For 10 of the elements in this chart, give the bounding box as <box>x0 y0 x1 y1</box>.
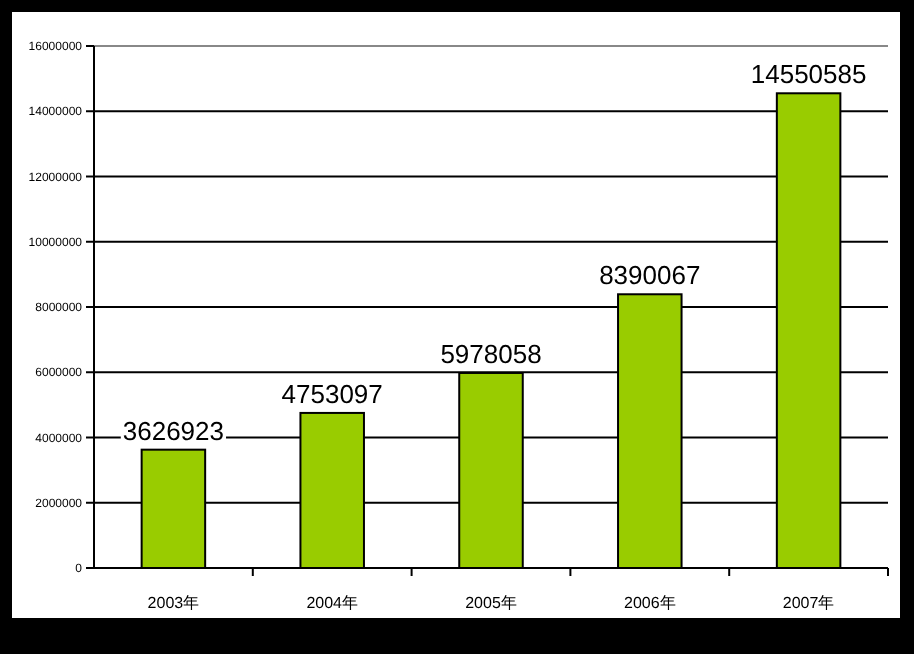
data-label: 8390067 <box>599 260 701 291</box>
x-tick-label: 2006年 <box>624 594 676 612</box>
x-tick-label: 2004年 <box>306 594 358 612</box>
x-tick-label: 2007年 <box>782 594 835 612</box>
x-tick-label: 2005年 <box>465 594 517 612</box>
data-label: 5978058 <box>440 338 542 369</box>
data-label: 14550585 <box>750 59 867 90</box>
x-tick-label: 2003年 <box>147 594 200 612</box>
data-label: 4753097 <box>281 378 383 409</box>
data-label: 3626923 <box>122 415 225 446</box>
